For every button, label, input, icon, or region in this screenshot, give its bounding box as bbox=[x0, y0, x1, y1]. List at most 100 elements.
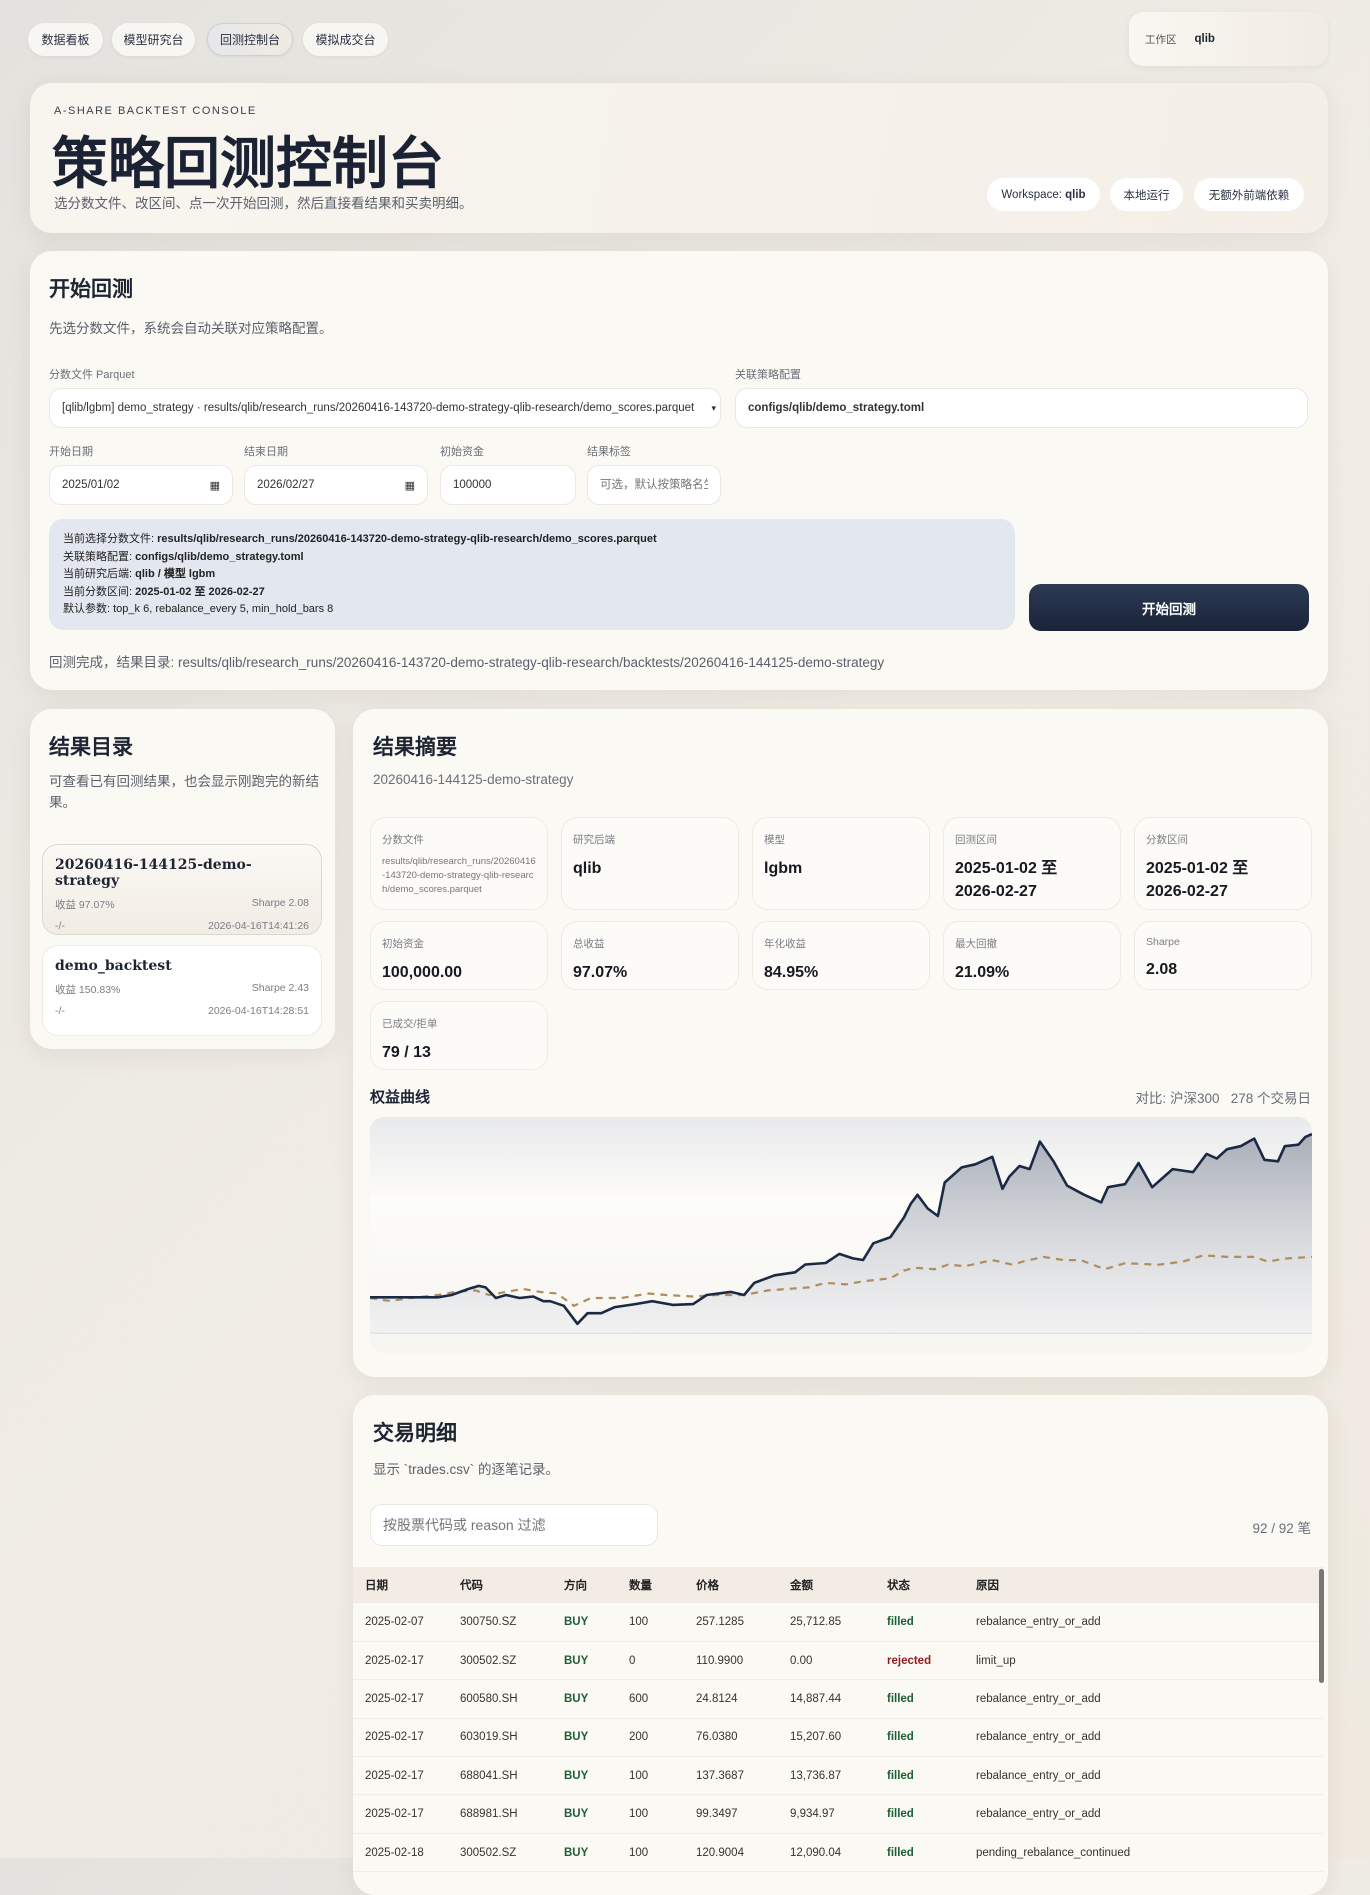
results-desc: 可查看已有回测结果，也会显示刚跑完的新结果。 bbox=[49, 774, 319, 810]
config-label: 关联策略配置 bbox=[735, 369, 801, 381]
no-deps-tag: 无额外前端依赖 bbox=[1194, 178, 1304, 211]
metric-filled-rejected: 已成交/拒单 79 / 13 bbox=[370, 1001, 548, 1070]
score-file-select[interactable]: [qlib/lgbm] demo_strategy · results/qlib… bbox=[49, 388, 721, 428]
col-date[interactable]: 日期 bbox=[353, 1567, 460, 1603]
cell-status: rejected bbox=[887, 1641, 976, 1681]
table-scrollbar[interactable] bbox=[1319, 1569, 1324, 1683]
result-item[interactable]: 20260416-144125-demo-strategy 收益 97.07% S… bbox=[42, 844, 322, 935]
cell-price: 257.1285 bbox=[696, 1603, 790, 1642]
config-field[interactable]: configs/qlib/demo_strategy.toml bbox=[735, 388, 1308, 428]
table-row[interactable]: 2025-02-17 688041.SH BUY 100 137.3687 13,736.… bbox=[353, 1756, 1323, 1796]
score-file-value: [qlib/lgbm] demo_strategy · results/qlib… bbox=[62, 402, 695, 414]
summary-subtitle: 20260416-144125-demo-strategy bbox=[373, 772, 574, 787]
table-row[interactable]: 2025-02-17 603019.SH BUY 200 76.0380 15,207.6… bbox=[353, 1718, 1323, 1758]
nav-tab-sim-trading[interactable]: 模拟成交台 bbox=[303, 23, 388, 56]
col-side[interactable]: 方向 bbox=[564, 1567, 629, 1603]
trade-filter-input[interactable] bbox=[370, 1504, 658, 1546]
cell-code: 688981.SH bbox=[460, 1794, 564, 1834]
table-row[interactable]: 2025-02-17 300502.SZ BUY 0 110.9900 0.00 rejec… bbox=[353, 1641, 1323, 1681]
chart-title: 权益曲线 bbox=[370, 1088, 431, 1106]
col-qty[interactable]: 数量 bbox=[629, 1567, 696, 1603]
cell-amount: 25,712.85 bbox=[790, 1603, 887, 1642]
start-date-input[interactable]: 2025/01/02 ▦ bbox=[49, 465, 233, 505]
cell-date: 2025-02-17 bbox=[353, 1794, 460, 1834]
result-item-return: 收益 97.07% bbox=[55, 899, 115, 911]
cell-reason: rebalance_entry_or_add bbox=[976, 1718, 1323, 1758]
table-row[interactable]: 2025-02-18 300502.SZ BUY 100 120.9004 12,090.… bbox=[353, 1833, 1323, 1873]
table-row[interactable]: 2025-02-17 600580.SH BUY 600 24.8124 14,887.4… bbox=[353, 1679, 1323, 1719]
chart-note: 对比: 沪深300 278 个交易日 bbox=[1135, 1091, 1311, 1106]
trades-table: 日期 代码 方向 数量 价格 金额 状态 原因 2025-02-07 300750… bbox=[353, 1567, 1323, 1873]
results-directory-card: 结果目录 可查看已有回测结果，也会显示刚跑完的新结果。 20260416-144… bbox=[30, 709, 335, 1049]
info-line-config: 关联策略配置: configs/qlib/demo_strategy.toml bbox=[63, 550, 304, 563]
result-item[interactable]: demo_backtest 收益 150.83% Sharpe 2.43 -/- 2… bbox=[42, 945, 322, 1036]
cell-side: BUY bbox=[564, 1641, 629, 1681]
cell-qty: 100 bbox=[629, 1794, 696, 1834]
cell-side: BUY bbox=[564, 1833, 629, 1873]
nav-tab-dashboard[interactable]: 数据看板 bbox=[28, 23, 103, 56]
col-amount[interactable]: 金额 bbox=[790, 1567, 887, 1603]
cell-date: 2025-02-17 bbox=[353, 1641, 460, 1681]
cell-qty: 0 bbox=[629, 1641, 696, 1681]
col-reason[interactable]: 原因 bbox=[976, 1567, 1323, 1603]
hero-subtitle: 选分数文件、改区间、点一次开始回测，然后直接看结果和买卖明细。 bbox=[54, 196, 473, 211]
end-date-value: 2026/02/27 bbox=[257, 479, 315, 491]
trade-count: 92 / 92 笔 bbox=[1252, 1521, 1311, 1536]
capital-input[interactable]: 100000 bbox=[440, 465, 576, 505]
metric-model: 模型 lgbm bbox=[752, 817, 930, 910]
workspace-selector[interactable]: 工作区 qlib bbox=[1129, 12, 1328, 66]
chevron-down-icon: ▾ bbox=[711, 402, 716, 413]
metric-backtest-range: 回测区间 2025-01-02 至 2026-02-27 bbox=[943, 817, 1121, 910]
cell-qty: 100 bbox=[629, 1833, 696, 1873]
results-title: 结果目录 bbox=[49, 734, 133, 759]
cell-amount: 0.00 bbox=[790, 1641, 887, 1681]
start-desc: 先选分数文件，系统会自动关联对应策略配置。 bbox=[49, 321, 333, 336]
selection-info-panel: 当前选择分数文件: results/qlib/research_runs/202… bbox=[49, 519, 1015, 630]
col-price[interactable]: 价格 bbox=[696, 1567, 790, 1603]
cell-reason: pending_rebalance_continued bbox=[976, 1833, 1323, 1873]
col-code[interactable]: 代码 bbox=[460, 1567, 564, 1603]
table-row[interactable]: 2025-02-17 688981.SH BUY 100 99.3497 9,934.97… bbox=[353, 1794, 1323, 1834]
result-item-sharpe: Sharpe 2.08 bbox=[251, 897, 309, 909]
result-item-extra: -/- bbox=[55, 920, 65, 932]
metric-total-return: 总收益 97.07% bbox=[561, 921, 739, 990]
cell-qty: 100 bbox=[629, 1603, 696, 1642]
start-date-value: 2025/01/02 bbox=[62, 479, 120, 491]
info-line-backend: 当前研究后端: qlib / 模型 lgbm bbox=[63, 568, 216, 580]
cell-date: 2025-02-17 bbox=[353, 1756, 460, 1796]
result-item-return: 收益 150.83% bbox=[55, 984, 121, 996]
metric-score-file: 分数文件 results/qlib/research_runs/20260416-… bbox=[370, 817, 548, 910]
metric-max-drawdown: 最大回撤 21.09% bbox=[943, 921, 1121, 990]
cell-code: 603019.SH bbox=[460, 1718, 564, 1758]
table-row[interactable]: 2025-02-07 300750.SZ BUY 100 257.1285 25,712.… bbox=[353, 1603, 1323, 1642]
cell-reason: rebalance_entry_or_add bbox=[976, 1603, 1323, 1642]
cell-date: 2025-02-17 bbox=[353, 1679, 460, 1719]
cell-reason: rebalance_entry_or_add bbox=[976, 1679, 1323, 1719]
page-title: 策略回测控制台 bbox=[52, 131, 444, 197]
end-date-input[interactable]: 2026/02/27 ▦ bbox=[244, 465, 428, 505]
col-status[interactable]: 状态 bbox=[887, 1567, 976, 1603]
cell-side: BUY bbox=[564, 1603, 629, 1642]
calendar-icon[interactable]: ▦ bbox=[404, 479, 415, 492]
result-tag-input[interactable] bbox=[587, 465, 721, 505]
cell-amount: 15,207.60 bbox=[790, 1718, 887, 1758]
equity-area bbox=[370, 1134, 1312, 1333]
cell-code: 600580.SH bbox=[460, 1679, 564, 1719]
info-line-score-file: 当前选择分数文件: results/qlib/research_runs/202… bbox=[63, 533, 657, 545]
cell-code: 300502.SZ bbox=[460, 1641, 564, 1681]
cell-date: 2025-02-07 bbox=[353, 1603, 460, 1642]
nav-tab-model-research[interactable]: 模型研究台 bbox=[112, 23, 195, 56]
calendar-icon[interactable]: ▦ bbox=[209, 479, 220, 492]
summary-title: 结果摘要 bbox=[373, 734, 457, 759]
cell-side: BUY bbox=[564, 1794, 629, 1834]
metric-annual-return: 年化收益 84.95% bbox=[752, 921, 930, 990]
metric-backend: 研究后端 qlib bbox=[561, 817, 739, 910]
cell-reason: rebalance_entry_or_add bbox=[976, 1756, 1323, 1796]
cell-code: 688041.SH bbox=[460, 1756, 564, 1796]
cell-date: 2025-02-17 bbox=[353, 1718, 460, 1758]
run-backtest-button[interactable]: 开始回测 bbox=[1029, 584, 1309, 631]
capital-label: 初始资金 bbox=[440, 446, 484, 458]
trades-title: 交易明细 bbox=[373, 1420, 457, 1445]
cell-date: 2025-02-18 bbox=[353, 1833, 460, 1873]
nav-tab-backtest-console[interactable]: 回测控制台 bbox=[207, 23, 293, 56]
